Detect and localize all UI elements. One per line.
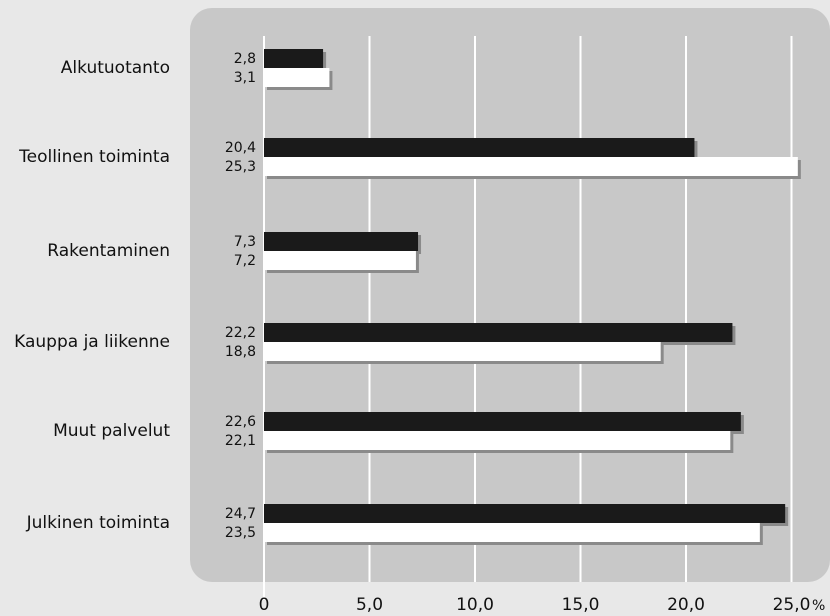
data-label: 23,5 (225, 525, 256, 541)
x-axis-unit: % (812, 598, 825, 614)
x-tick-label: 15,0 (562, 595, 600, 615)
plot-background (190, 8, 830, 582)
bar (264, 251, 416, 270)
data-label: 25,3 (225, 159, 256, 175)
bar (264, 323, 733, 342)
bar (264, 68, 330, 87)
bar (264, 412, 741, 431)
bar (264, 504, 786, 523)
data-label: 7,3 (234, 234, 256, 250)
category-label: Teollinen toiminta (18, 147, 170, 167)
bar (264, 49, 324, 68)
category-label: Muut palvelut (53, 421, 170, 441)
bar (264, 342, 661, 361)
data-label: 3,1 (234, 70, 256, 86)
x-tick-label: 5,0 (356, 595, 383, 615)
bar (264, 523, 760, 542)
category-label: Kauppa ja liikenne (14, 332, 170, 352)
bar (264, 157, 798, 176)
data-label: 20,4 (225, 140, 256, 156)
category-label: Rakentaminen (47, 241, 170, 261)
data-label: 18,8 (225, 344, 256, 360)
x-tick-label: 20,0 (667, 595, 705, 615)
data-label: 22,6 (225, 414, 256, 430)
x-tick-label: 10,0 (456, 595, 494, 615)
category-label: Alkutuotanto (61, 58, 170, 78)
bar (264, 431, 731, 450)
data-label: 22,1 (225, 433, 256, 449)
bar (264, 138, 695, 157)
data-label: 22,2 (225, 325, 256, 341)
bar (264, 232, 419, 251)
data-label: 7,2 (234, 253, 256, 269)
x-tick-label: 25,0 (773, 595, 811, 615)
data-label: 2,8 (234, 51, 256, 67)
data-label: 24,7 (225, 506, 256, 522)
category-label: Julkinen toiminta (26, 513, 170, 533)
x-tick-label: 0 (259, 595, 270, 615)
